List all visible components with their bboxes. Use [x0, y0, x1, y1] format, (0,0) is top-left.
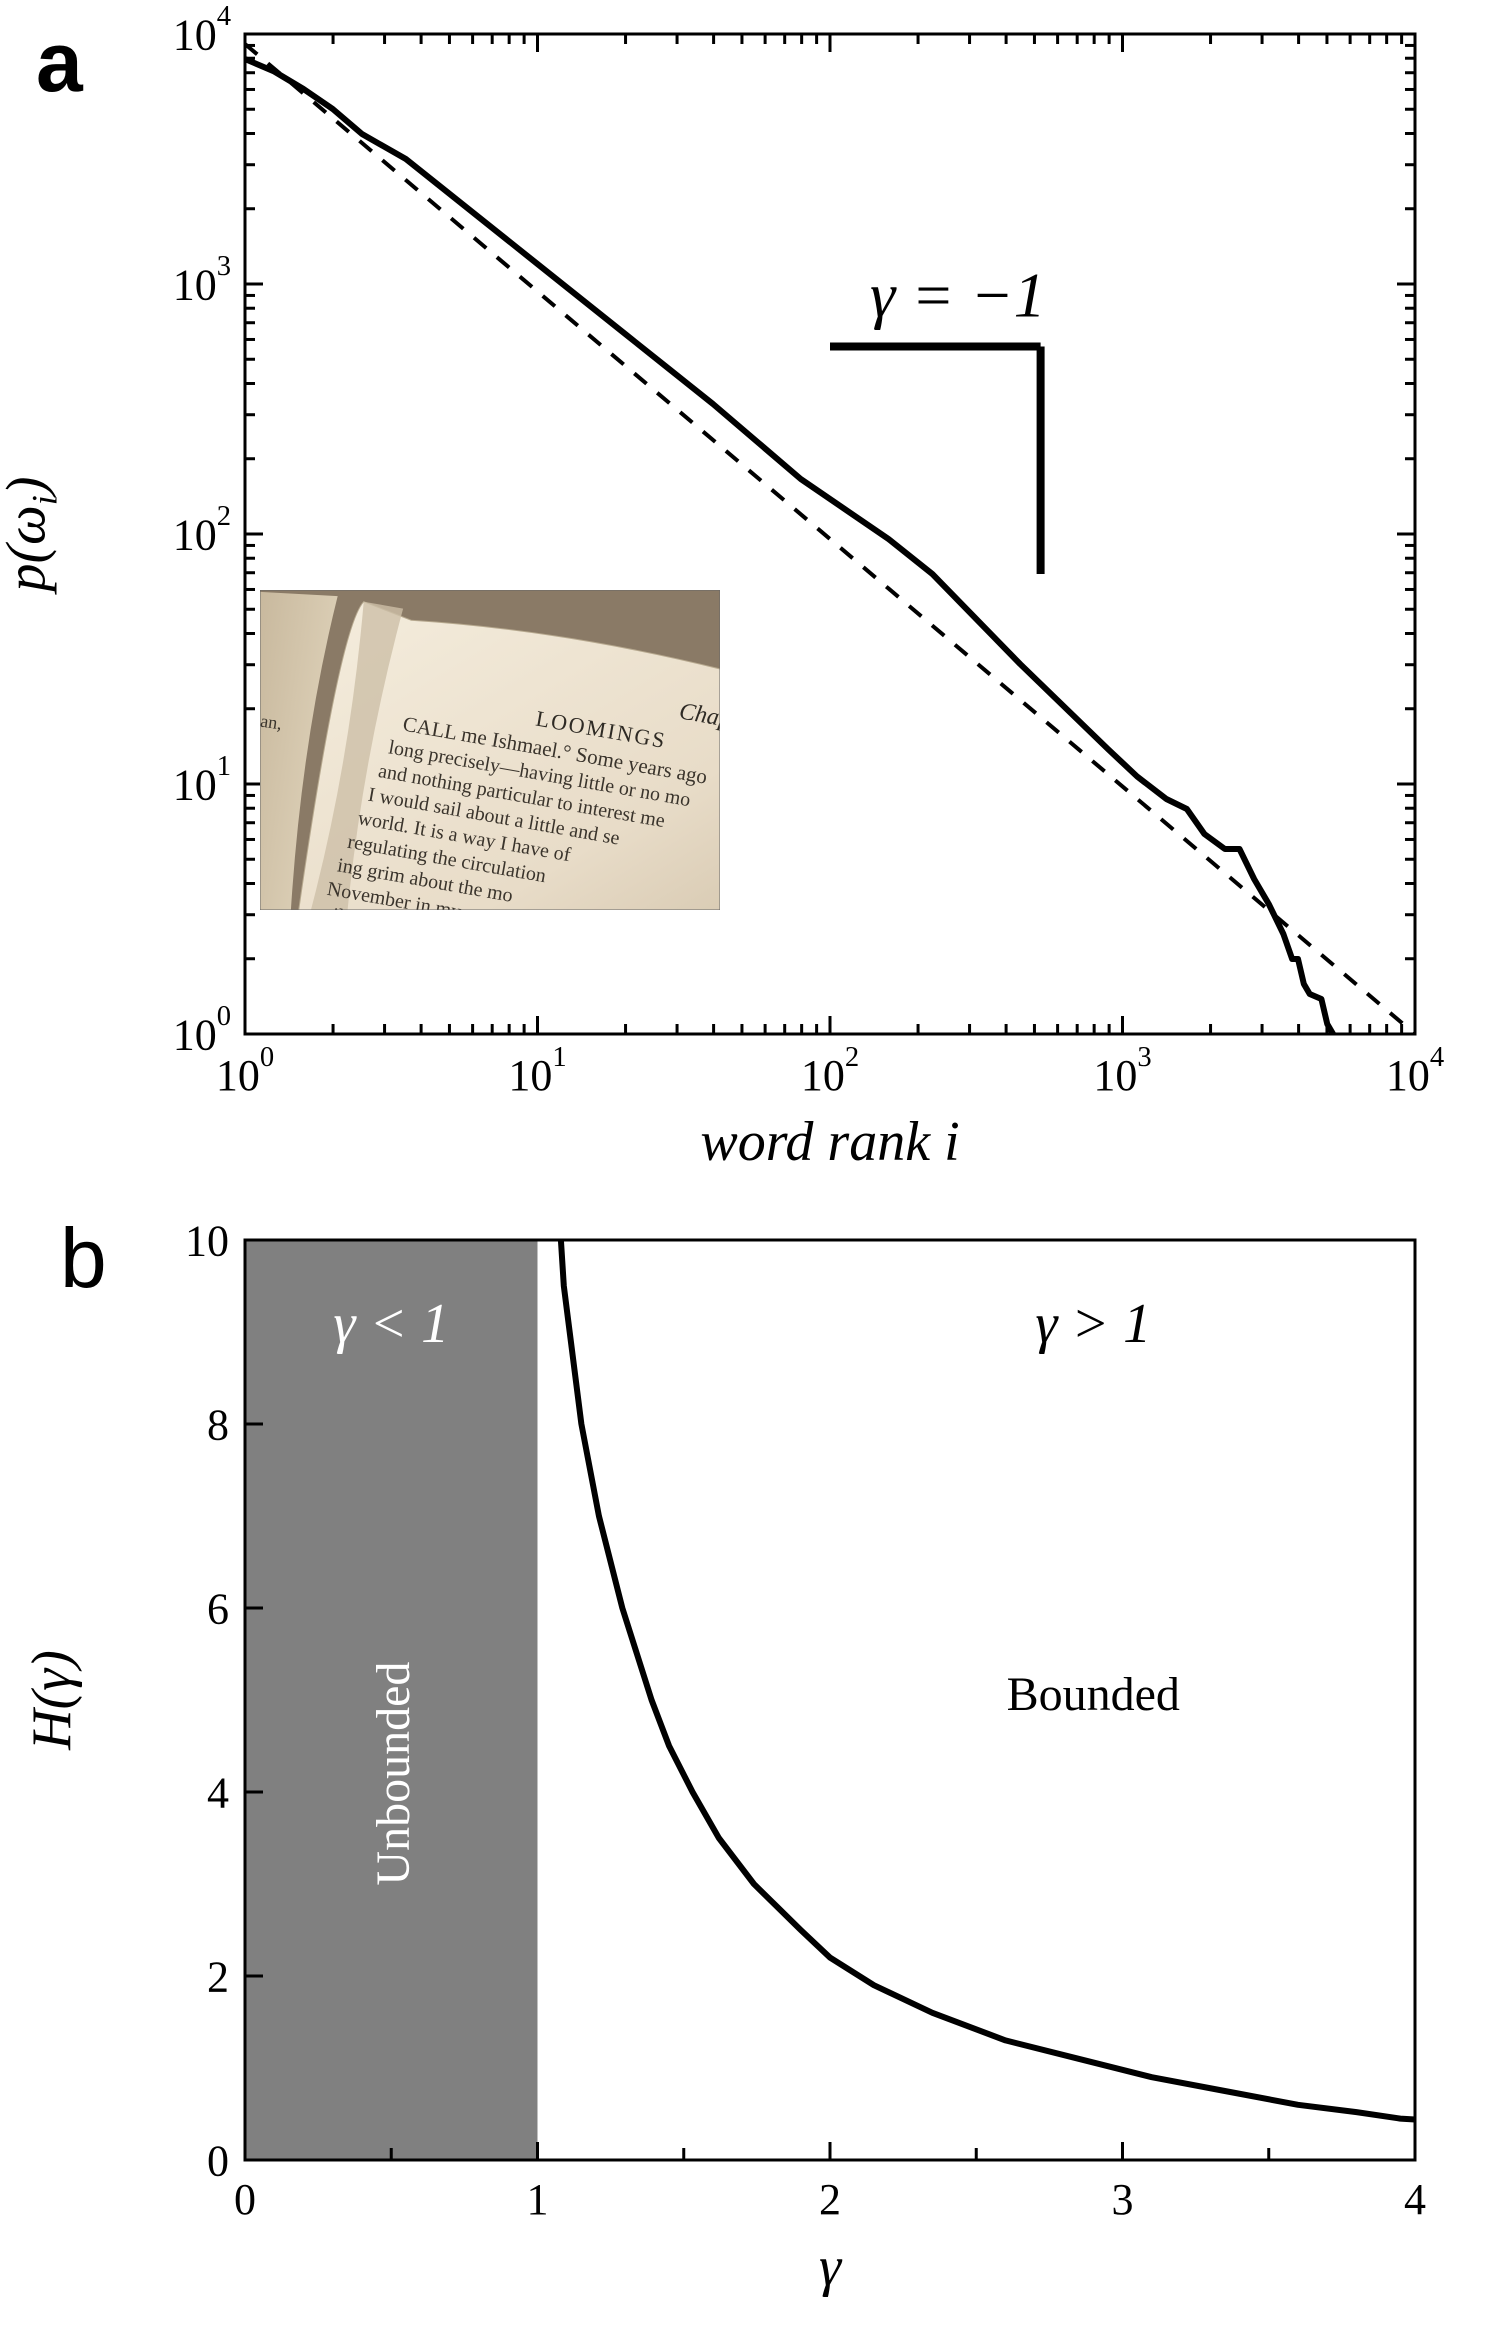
panel-b-region-left-label: γ < 1: [333, 1293, 449, 1355]
panel-b-ytick: 0: [207, 2136, 229, 2185]
panel-b-ylabel: H(γ): [21, 1650, 83, 1751]
panel-a-gamma-annotation: γ = −1: [870, 260, 1046, 331]
panel-a-ytick: 102: [173, 501, 231, 559]
panel-b-ytick: 8: [207, 1400, 229, 1449]
panel-a-xlabel: word rank i: [700, 1111, 959, 1173]
panel-a-book-inset: Chapter LOOMINGS CALL me Ishmael.° Some …: [260, 590, 720, 910]
panel-b-xtick: 3: [1112, 2175, 1134, 2224]
panel-a-ytick: 104: [173, 1, 231, 59]
panel-a-xtick: 100: [216, 1042, 274, 1100]
panel-b-xtick: 4: [1404, 2175, 1426, 2224]
panel-b-ytick: 10: [185, 1216, 229, 1265]
panel-b-xtick: 0: [234, 2175, 256, 2224]
panel-a-xtick: 101: [508, 1042, 566, 1100]
panel-a-xtick: 103: [1093, 1042, 1151, 1100]
panel-a-ytick: 101: [173, 751, 231, 809]
panel-b-ytick: 6: [207, 1584, 229, 1633]
panel-b-region-right-sublabel: Bounded: [1007, 1668, 1180, 1721]
panel-b-region-left-sublabel: Unbounded: [367, 1662, 420, 1886]
panel-a-ylabel: p(ωi): [0, 477, 66, 592]
panel-b-xlabel: γ: [819, 2236, 843, 2298]
panel-b-ytick: 2: [207, 1952, 229, 2001]
panel-b-xtick: 1: [527, 2175, 549, 2224]
panel-b-region-right-label: γ > 1: [1035, 1293, 1151, 1355]
panel-b-ytick: 4: [207, 1768, 229, 1817]
panel-b-curve: [561, 1240, 1415, 2120]
panel-a-xtick: 102: [801, 1042, 859, 1100]
panel-a-xtick: 104: [1386, 1042, 1444, 1100]
panel-a-slope-marker: [830, 347, 1041, 575]
panel-b-xtick: 2: [819, 2175, 841, 2224]
panel-a-ytick: 103: [173, 251, 231, 309]
